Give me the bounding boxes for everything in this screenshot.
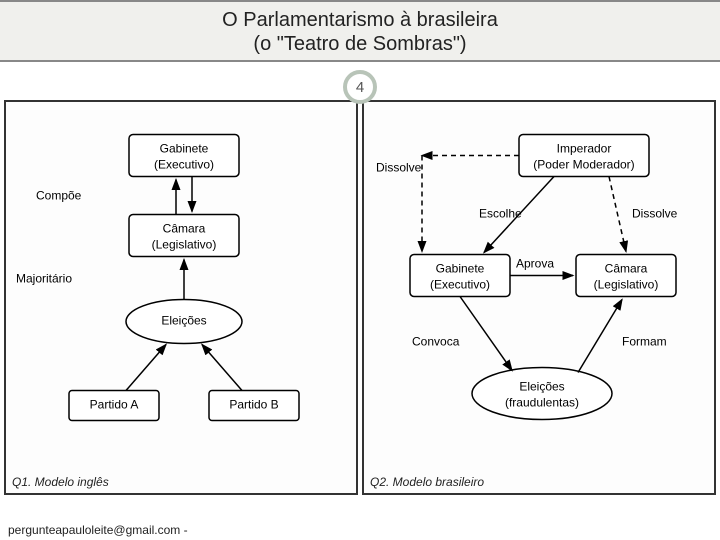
label-escolhe: Escolhe <box>479 207 522 221</box>
node-imperador-label2: (Poder Moderador) <box>533 158 634 172</box>
slide-number-badge: 4 <box>343 70 377 104</box>
footer-email: pergunteapauloleite@gmail.com - <box>6 522 190 538</box>
caption-left: Q1. Modelo inglês <box>12 475 109 489</box>
edge-dissolve-right <box>609 177 626 252</box>
title-line1: O Parlamentarismo à brasileira <box>0 8 720 32</box>
label-convoca: Convoca <box>412 335 460 349</box>
edge-partidoB-to-eleicoes <box>202 345 242 391</box>
diagram-left-svg: Gabinete (Executivo) Câmara (Legislativo… <box>6 102 356 493</box>
node-eleicoes-r-label1: Eleições <box>519 380 564 394</box>
diagram-right-svg: Imperador (Poder Moderador) Gabinete (Ex… <box>364 102 714 493</box>
title-line2: (o "Teatro de Sombras") <box>0 32 720 56</box>
caption-right: Q2. Modelo brasileiro <box>370 475 484 489</box>
edge-partidoA-to-eleicoes <box>126 345 166 391</box>
label-dissolve2: Dissolve <box>632 207 678 221</box>
edge-formam <box>578 300 622 373</box>
diagram-panels: Gabinete (Executivo) Câmara (Legislativo… <box>0 100 720 495</box>
node-gabinete-label1: Gabinete <box>160 142 209 156</box>
label-formam: Formam <box>622 335 667 349</box>
node-camara-r-label1: Câmara <box>605 262 648 276</box>
node-gabinete-label2: (Executivo) <box>154 158 214 172</box>
edge-convoca <box>460 297 512 371</box>
node-gabinete-r-label1: Gabinete <box>436 262 485 276</box>
label-aprova: Aprova <box>516 257 554 271</box>
node-camara-label1: Câmara <box>163 222 206 236</box>
label-compoe: Compõe <box>36 189 82 203</box>
node-partido-b-label: Partido B <box>229 398 278 412</box>
label-dissolve1: Dissolve <box>376 161 422 175</box>
panel-modelo-brasileiro: Imperador (Poder Moderador) Gabinete (Ex… <box>362 100 716 495</box>
node-imperador-label1: Imperador <box>557 142 612 156</box>
node-eleicoes-r-label2: (fraudulentas) <box>505 396 579 410</box>
node-camara-r-label2: (Legislativo) <box>594 278 659 292</box>
node-camara-label2: (Legislativo) <box>152 238 217 252</box>
panel-modelo-ingles: Gabinete (Executivo) Câmara (Legislativo… <box>4 100 358 495</box>
label-majoritario: Majoritário <box>16 272 72 286</box>
slide-header: O Parlamentarismo à brasileira (o "Teatr… <box>0 0 720 62</box>
node-partido-a-label: Partido A <box>90 398 139 412</box>
node-gabinete-r-label2: (Executivo) <box>430 278 490 292</box>
node-eleicoes-label: Eleições <box>161 314 206 328</box>
